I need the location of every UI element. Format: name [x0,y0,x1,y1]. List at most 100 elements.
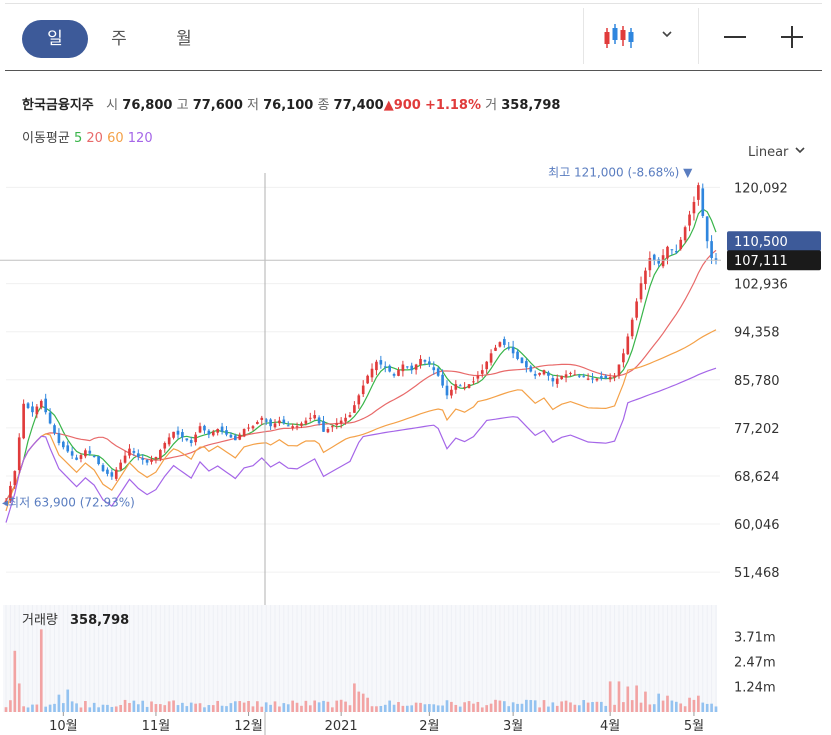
candle-body [145,459,149,463]
candle-body [348,414,352,418]
candle-body [269,419,272,427]
volume-bar [128,702,131,712]
volume-bar [229,703,233,712]
plus-icon[interactable] [779,26,805,52]
candle-body [511,346,515,354]
candle-body [154,457,158,459]
candle-body [31,406,34,413]
candle-body [542,370,546,375]
volume-bar [238,701,242,712]
volume-bar [551,702,555,712]
candle-body [661,255,665,267]
volume-bar [260,706,264,712]
chevron-down-icon[interactable] [660,26,674,45]
ma-legend-5[interactable]: 5 [73,131,83,146]
ma-legend-20[interactable]: 20 [86,131,103,146]
candle-body [361,385,365,395]
minus-icon[interactable] [722,26,748,52]
volume-bar [70,701,74,712]
moving-average-label: 이동평균 [22,131,70,146]
candlestick-icon[interactable] [603,22,637,54]
candle-body [4,500,8,505]
candle-body [608,377,612,380]
period-tab-day[interactable]: 일 [22,20,88,58]
y-axis-tick-label: 120,092 [734,181,788,196]
open-price: 76,800 [122,98,173,113]
candle-body [211,431,215,436]
scale-mode-dropdown[interactable]: Linear [748,145,807,160]
volume-bar [150,701,153,712]
volume-bar [198,703,202,712]
volume-axis-tick-label: 1.24m [734,681,776,696]
volume-bar [35,704,39,712]
volume-bar [344,701,347,712]
candle-body [22,403,25,439]
candle-body [595,378,599,381]
candle-body [106,469,109,474]
volume-bar [278,706,281,712]
volume-bar [9,700,12,712]
volume-bar [538,707,541,712]
volume-bar [194,703,197,712]
candle-body [225,430,228,435]
volume-bar [454,704,458,712]
volume-bar [573,704,577,712]
candle-body [547,372,550,376]
volume-bar [203,707,206,712]
candle-body [458,385,462,387]
volume-bar [710,703,713,712]
x-axis-tick-label: 12월 [234,719,263,734]
y-axis-tick-label: 94,358 [734,326,780,341]
candle-body [17,437,21,471]
volume-bar [498,700,502,712]
candle-body [577,375,581,377]
volume-value: 358,798 [501,98,561,113]
candle-body [679,239,683,250]
volume-bar [242,702,246,712]
candle-body [467,384,471,388]
candle-body [88,450,92,454]
candle-body [626,336,630,355]
moving-average-legend: 이동평균 5 20 60 120 [22,127,153,146]
candle-body [44,398,48,413]
candle-body [697,185,700,200]
volume-bar [674,701,678,712]
candle-body [569,372,572,374]
volume-bar [476,701,480,712]
candle-body [119,462,122,470]
period-tab-month[interactable]: 월 [176,29,192,49]
volume-bar [692,699,696,712]
candle-body [66,445,70,452]
stock-name: 한국금융지주 [22,98,94,113]
volume-bar [357,691,361,712]
candle-body [613,375,616,378]
volume-bar [679,703,683,712]
volume-bar [22,706,25,712]
candle-body [600,376,603,379]
volume-bar [167,701,171,712]
volume-axis-tick-label: 2.47m [734,656,776,671]
candle-body [242,429,246,437]
volume-bar [273,701,277,712]
candle-body [630,319,634,337]
candle-body [172,431,175,438]
candle-body [167,437,171,445]
ma-legend-60[interactable]: 60 [107,131,124,146]
candle-body [39,400,43,408]
volume-bar [225,706,228,712]
candle-body [701,188,705,216]
candle-body [397,370,400,376]
candle-body [84,450,87,457]
candle-body [379,360,383,365]
period-tab-week[interactable]: 주 [111,29,127,49]
candle-body [617,364,621,376]
candle-body [472,381,475,383]
volume-bar [17,683,21,712]
candle-body [644,270,647,285]
candle-body [123,455,127,463]
volume-bar [463,702,466,712]
ma-legend-120[interactable]: 120 [127,131,153,146]
candle-body [436,368,440,376]
moving-average-line-60 [5,329,717,512]
